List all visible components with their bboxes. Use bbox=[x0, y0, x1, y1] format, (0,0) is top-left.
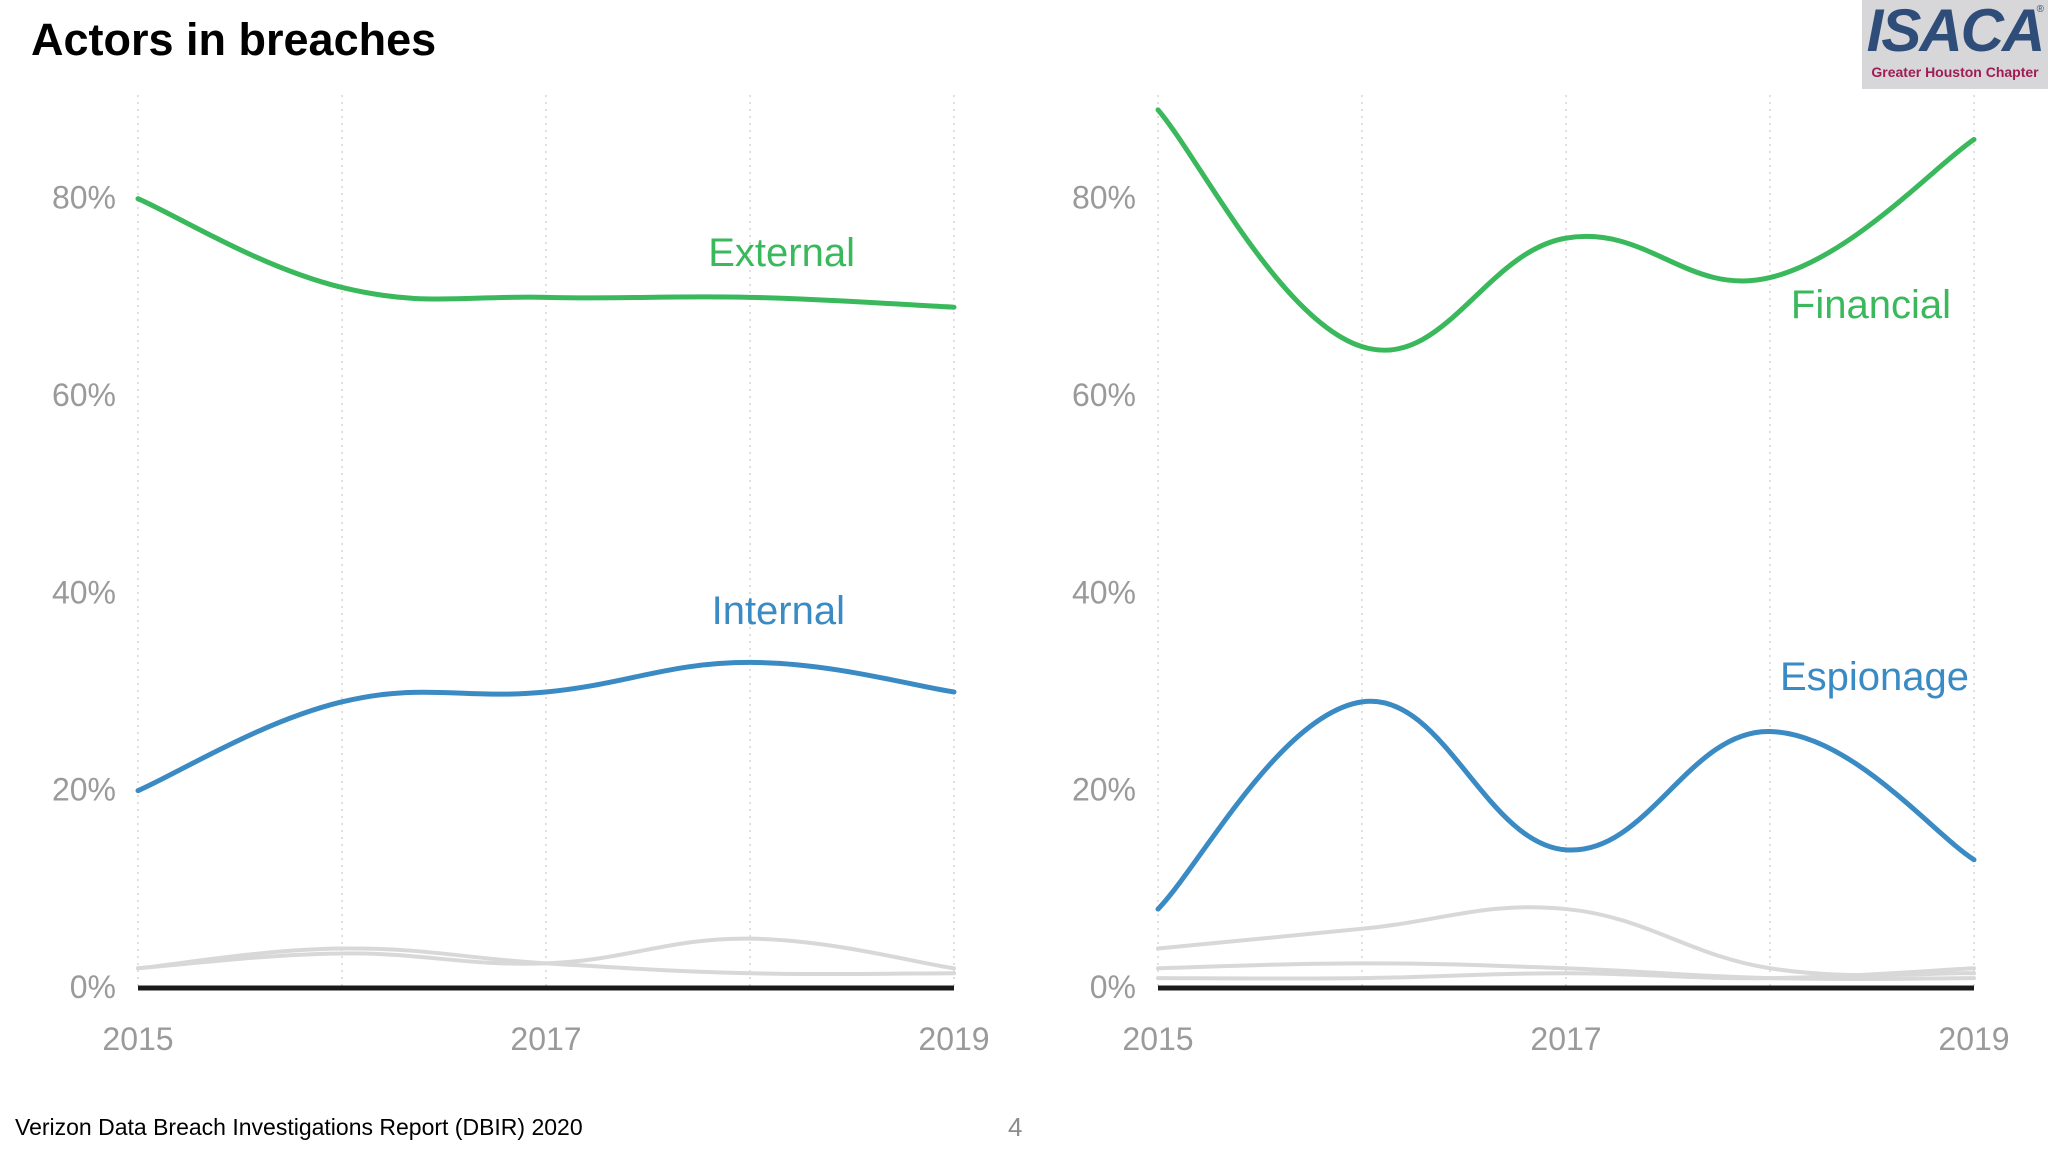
page-number: 4 bbox=[1008, 1112, 1023, 1142]
chart-1-series-line-other-4 bbox=[1156, 966, 1976, 981]
chart-1-series-line-other-3 bbox=[1156, 961, 1976, 982]
chart-0-series-line-external bbox=[135, 196, 957, 310]
chart-right: 0% 20% 40% 60% 80% 2015 2017 2019 Financial Espio… bbox=[1072, 95, 2010, 1057]
chart-0-series-label-external: External bbox=[708, 231, 855, 275]
chart-1-series-line-espionage bbox=[1155, 698, 1977, 912]
chart-1-series-label-espionage: Espionage bbox=[1780, 655, 1969, 699]
logo-chapter-name: Greater Houston Chapter bbox=[1871, 64, 2039, 80]
logo-registered-mark: ® bbox=[2036, 4, 2044, 15]
chart-1-series-line-financial bbox=[1155, 107, 1977, 353]
chart-1-y-tick-label-4: 80% bbox=[1072, 180, 1136, 216]
chart-1-y-tick-label-3: 60% bbox=[1072, 377, 1136, 413]
chart-1-y-tick-label-0: 0% bbox=[1090, 969, 1136, 1005]
chart-1-x-tick-label-0: 2015 bbox=[1122, 1021, 1193, 1057]
logo-wordmark: ISACA bbox=[1866, 0, 2046, 64]
slide-title: Actors in breaches bbox=[31, 14, 437, 65]
chart-0-series-line-internal bbox=[135, 659, 957, 794]
chart-0-y-tick-label-4: 80% bbox=[52, 180, 116, 216]
chart-0-y-tick-label-3: 60% bbox=[52, 377, 116, 413]
chart-0-x-tick-label-2: 2019 bbox=[918, 1021, 989, 1057]
chart-left: 0% 20% 40% 60% 80% 2015 2017 2019 External Intern… bbox=[52, 95, 990, 1057]
chart-0-y-tick-label-0: 0% bbox=[70, 969, 116, 1005]
footer-source: Verizon Data Breach Investigations Repor… bbox=[15, 1114, 583, 1140]
chart-1-x-tick-label-1: 2017 bbox=[1530, 1021, 1601, 1057]
chart-0-series-label-internal: Internal bbox=[712, 589, 845, 633]
chart-0-x-tick-label-1: 2017 bbox=[510, 1021, 581, 1057]
chart-0-series-line-other-3 bbox=[136, 936, 956, 971]
chart-1-series-label-financial: Financial bbox=[1791, 283, 1951, 327]
chart-0-y-tick-label-1: 20% bbox=[52, 772, 116, 808]
chart-1-x-tick-label-2: 2019 bbox=[1938, 1021, 2009, 1057]
chart-0-y-tick-label-2: 40% bbox=[52, 574, 116, 610]
chart-1-y-tick-label-1: 20% bbox=[1072, 772, 1136, 808]
chart-0-x-tick-label-0: 2015 bbox=[102, 1021, 173, 1057]
isaca-logo: ISACA ® Greater Houston Chapter bbox=[1862, 0, 2048, 89]
chart-1-y-tick-label-2: 40% bbox=[1072, 574, 1136, 610]
